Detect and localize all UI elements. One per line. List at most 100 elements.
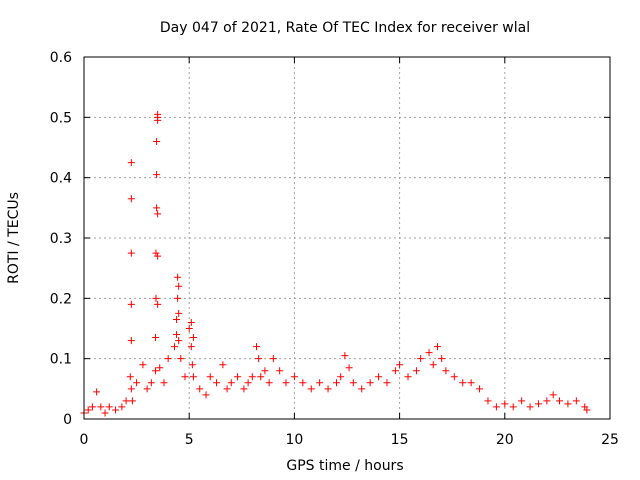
- data-point: [564, 400, 572, 408]
- x-tick-label: 5: [185, 432, 194, 448]
- data-point: [164, 355, 172, 363]
- data-point: [543, 397, 551, 405]
- data-point: [518, 397, 526, 405]
- data-point: [139, 361, 147, 369]
- data-point: [299, 379, 307, 387]
- x-tick-label: 15: [391, 432, 409, 448]
- data-point: [307, 385, 315, 393]
- data-point: [248, 373, 256, 381]
- y-tick-label: 0.5: [50, 110, 72, 126]
- data-point: [122, 397, 130, 405]
- data-point: [484, 397, 492, 405]
- data-point: [152, 249, 160, 257]
- data-point: [93, 388, 101, 396]
- data-point: [175, 309, 183, 317]
- data-point: [549, 391, 557, 399]
- data-point: [534, 400, 542, 408]
- points-layer: [80, 110, 591, 417]
- data-point: [174, 294, 182, 302]
- data-point: [213, 379, 221, 387]
- data-point: [433, 343, 441, 351]
- data-point: [358, 385, 366, 393]
- data-point: [152, 334, 160, 342]
- data-point: [118, 403, 126, 411]
- data-point: [257, 373, 265, 381]
- data-point: [154, 110, 162, 118]
- data-point: [188, 361, 196, 369]
- data-point: [175, 282, 183, 290]
- data-point: [526, 403, 534, 411]
- data-point: [492, 403, 500, 411]
- data-point: [438, 355, 446, 363]
- tick-layer: 0 5 10 15 20 25 0 0.1 0.2 0.3 0.4 0.5 0.6: [50, 50, 619, 448]
- y-tick-label: 0.3: [50, 231, 72, 247]
- data-point: [128, 397, 136, 405]
- data-point: [126, 373, 134, 381]
- data-point: [227, 379, 235, 387]
- x-tick-label: 0: [80, 432, 89, 448]
- data-point: [391, 367, 399, 375]
- data-point: [290, 373, 298, 381]
- data-point: [189, 373, 197, 381]
- data-point: [476, 385, 484, 393]
- data-point: [154, 210, 162, 218]
- y-tick-label: 0.1: [50, 352, 72, 368]
- y-axis-label: ROTI / TECUs: [6, 192, 22, 284]
- data-point: [337, 373, 345, 381]
- y-tick-label: 0.6: [50, 50, 72, 66]
- grid-layer: [84, 57, 610, 419]
- data-point: [160, 379, 168, 387]
- plot-frame: [83, 56, 611, 420]
- y-tick-label: 0: [63, 412, 72, 428]
- data-point: [127, 249, 135, 257]
- data-point: [450, 373, 458, 381]
- data-point: [442, 367, 450, 375]
- data-point: [153, 204, 161, 212]
- x-axis-label: GPS time / hours: [286, 458, 403, 474]
- data-point: [276, 367, 284, 375]
- data-point: [185, 325, 193, 332]
- data-point: [509, 403, 517, 411]
- data-point: [253, 343, 261, 351]
- data-point: [404, 373, 412, 381]
- data-point: [316, 379, 324, 387]
- data-point: [84, 406, 92, 414]
- data-point: [501, 400, 509, 408]
- data-point: [152, 294, 160, 302]
- data-point: [112, 406, 120, 414]
- data-point: [349, 379, 357, 387]
- data-point: [412, 367, 420, 375]
- x-tick-label: 20: [496, 432, 514, 448]
- data-point: [173, 315, 181, 323]
- data-point: [156, 364, 164, 372]
- data-point: [153, 137, 161, 145]
- data-point: [127, 159, 135, 167]
- data-point: [234, 373, 242, 381]
- data-point: [375, 373, 383, 381]
- data-point: [187, 318, 195, 326]
- data-point: [196, 385, 204, 393]
- data-point: [153, 171, 161, 179]
- data-point: [459, 379, 467, 387]
- data-point: [396, 361, 404, 369]
- data-point: [244, 379, 252, 387]
- data-point: [219, 361, 227, 369]
- data-point: [154, 300, 162, 308]
- data-point: [383, 379, 391, 387]
- data-point: [173, 331, 181, 339]
- data-point: [425, 349, 433, 357]
- data-point: [345, 364, 353, 372]
- data-point: [187, 343, 195, 351]
- data-point: [97, 403, 105, 411]
- data-point: [147, 379, 155, 387]
- data-point: [170, 343, 178, 351]
- data-point: [202, 391, 210, 399]
- data-point: [255, 355, 263, 363]
- x-tick-label: 25: [601, 432, 619, 448]
- data-point: [127, 300, 135, 308]
- data-point: [177, 355, 185, 363]
- data-point: [366, 379, 374, 387]
- data-point: [583, 406, 591, 414]
- data-point: [240, 385, 248, 393]
